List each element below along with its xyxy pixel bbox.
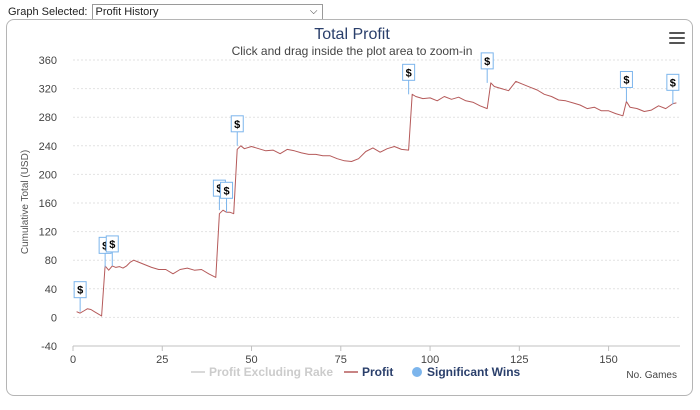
x-tick-labels: 0 25 50 75 100 125 150 (70, 346, 618, 366)
flag-box (105, 235, 119, 253)
chevron-down-icon: ⌵ (309, 6, 318, 17)
hamburger-menu-icon (669, 32, 685, 44)
flag-box (220, 181, 234, 199)
flag-box (480, 52, 494, 70)
chart-menu-button[interactable] (669, 32, 685, 46)
flag-label: $ (77, 285, 83, 297)
significant-wins-layer: $$ $$ $$$$$ $ (73, 52, 680, 312)
significant-win-flag[interactable]: $ (105, 235, 119, 266)
flag-box (619, 70, 633, 88)
graph-selector-label: Graph Selected: (8, 6, 88, 18)
flag-box (666, 73, 680, 91)
flag-label: $ (623, 74, 629, 86)
flag-label: $ (234, 119, 240, 131)
legend-label: Profit Excluding Rake (209, 365, 333, 379)
y-tick-label: 40 (45, 284, 57, 296)
y-tick-labels: -40 0 40 80 120 160 200 240 280 320 360 (39, 55, 57, 353)
x-tick-label: 100 (421, 354, 439, 366)
legend-item[interactable]: Significant Wins (412, 365, 521, 379)
flag-label: $ (223, 185, 229, 197)
significant-win-flag[interactable]: $ (480, 52, 494, 83)
significant-win-flag[interactable]: $ (619, 70, 633, 102)
chart-container (6, 19, 693, 396)
x-axis-title: No. Games (626, 370, 677, 381)
y-tick-label: 80 (45, 255, 57, 267)
flag-label: $ (406, 67, 412, 79)
flag-box (73, 281, 87, 299)
significant-win-flag[interactable]: $ (230, 115, 244, 146)
significant-win-flag[interactable]: $ (73, 281, 87, 312)
flag-label: $ (216, 183, 222, 195)
y-tick-label: 320 (39, 84, 57, 96)
series-layer (76, 80, 677, 317)
flag-label: $ (484, 56, 490, 68)
legend-item[interactable]: Profit (344, 365, 393, 379)
significant-win-flag[interactable]: $ (220, 181, 234, 213)
y-tick-label: 120 (39, 227, 57, 239)
significant-win-flag[interactable]: $ (666, 73, 680, 105)
y-tick-label: 0 (51, 312, 57, 324)
series-line-profit[interactable] (76, 80, 677, 317)
flag-label: $ (670, 77, 676, 89)
y-tick-label: 280 (39, 112, 57, 124)
legend-item[interactable]: Profit Excluding Rake (191, 365, 333, 379)
x-tick-label: 50 (245, 354, 257, 366)
significant-win-flag[interactable]: $ (402, 63, 416, 95)
x-tick-label: 125 (510, 354, 528, 366)
y-tick-label: 200 (39, 169, 57, 181)
chart-title: Total Profit (314, 26, 390, 43)
y-tick-label: 160 (39, 198, 57, 210)
legend-label: Significant Wins (427, 365, 521, 379)
flag-label: $ (102, 240, 108, 252)
legend-label: Profit (362, 365, 393, 379)
flag-label: $ (109, 239, 115, 251)
x-tick-label: 150 (599, 354, 617, 366)
flag-box (230, 115, 244, 133)
flag-box (402, 63, 416, 81)
y-tick-label: 360 (39, 55, 57, 67)
x-tick-label: 75 (335, 354, 347, 366)
grid-lines (73, 59, 680, 347)
x-tick-label: 0 (70, 354, 76, 366)
y-tick-label: 240 (39, 141, 57, 153)
y-tick-label: -40 (41, 341, 57, 353)
chart-subtitle: Click and drag inside the plot area to z… (232, 44, 473, 58)
x-tick-label: 25 (156, 354, 168, 366)
legend: Profit Excluding Rake Profit Significant W… (191, 365, 521, 379)
graph-select-value: Profit History (95, 6, 159, 18)
y-axis-title: Cumulative Total (USD) (20, 150, 31, 254)
legend-marker-circle (412, 367, 422, 377)
